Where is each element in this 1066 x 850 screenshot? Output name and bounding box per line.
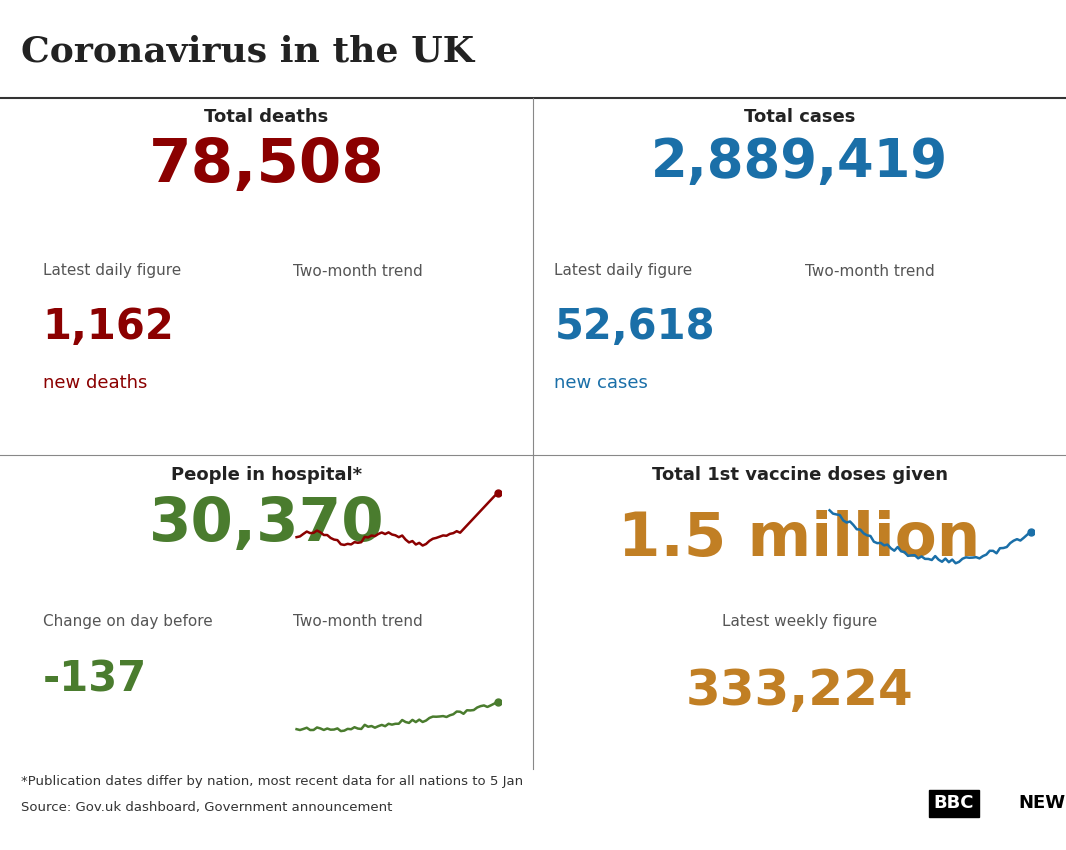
Text: BBC: BBC <box>934 794 974 813</box>
Text: Source: Gov.uk dashboard, Government announcement: Source: Gov.uk dashboard, Government ann… <box>21 801 392 813</box>
Text: Latest daily figure: Latest daily figure <box>554 264 693 279</box>
Text: Coronavirus in the UK: Coronavirus in the UK <box>21 34 474 68</box>
Text: 30,370: 30,370 <box>148 495 385 553</box>
Text: NEWS: NEWS <box>1018 794 1066 813</box>
Text: 1.5 million: 1.5 million <box>618 510 981 569</box>
Text: new deaths: new deaths <box>43 374 147 392</box>
Text: Latest weekly figure: Latest weekly figure <box>722 614 877 629</box>
Text: 1,162: 1,162 <box>43 306 175 348</box>
Text: Two-month trend: Two-month trend <box>293 614 423 629</box>
Text: 333,224: 333,224 <box>685 667 914 715</box>
Text: Total deaths: Total deaths <box>205 108 328 126</box>
Text: *Publication dates differ by nation, most recent data for all nations to 5 Jan: *Publication dates differ by nation, mos… <box>21 775 523 788</box>
Text: new cases: new cases <box>554 374 648 392</box>
Text: Change on day before: Change on day before <box>43 614 212 629</box>
Text: Two-month trend: Two-month trend <box>293 264 423 279</box>
Text: Total 1st vaccine doses given: Total 1st vaccine doses given <box>651 466 948 484</box>
Text: -137: -137 <box>43 659 147 700</box>
Text: Two-month trend: Two-month trend <box>805 264 935 279</box>
Text: 2,889,419: 2,889,419 <box>651 136 948 188</box>
Text: 52,618: 52,618 <box>554 306 715 348</box>
Text: Total cases: Total cases <box>744 108 855 126</box>
Text: 78,508: 78,508 <box>148 136 385 195</box>
Text: Latest daily figure: Latest daily figure <box>43 264 181 279</box>
Text: People in hospital*: People in hospital* <box>171 466 362 484</box>
